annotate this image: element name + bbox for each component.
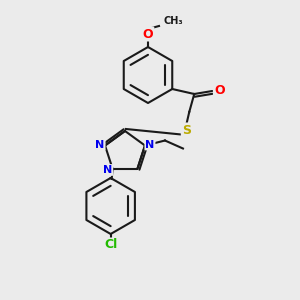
Text: N: N	[145, 140, 154, 149]
Text: O: O	[214, 83, 225, 97]
Text: N: N	[103, 165, 112, 175]
Text: CH₃: CH₃	[164, 16, 184, 26]
Text: N: N	[95, 140, 105, 149]
Text: O: O	[143, 28, 153, 40]
Text: Cl: Cl	[104, 238, 117, 251]
Text: S: S	[182, 124, 191, 136]
